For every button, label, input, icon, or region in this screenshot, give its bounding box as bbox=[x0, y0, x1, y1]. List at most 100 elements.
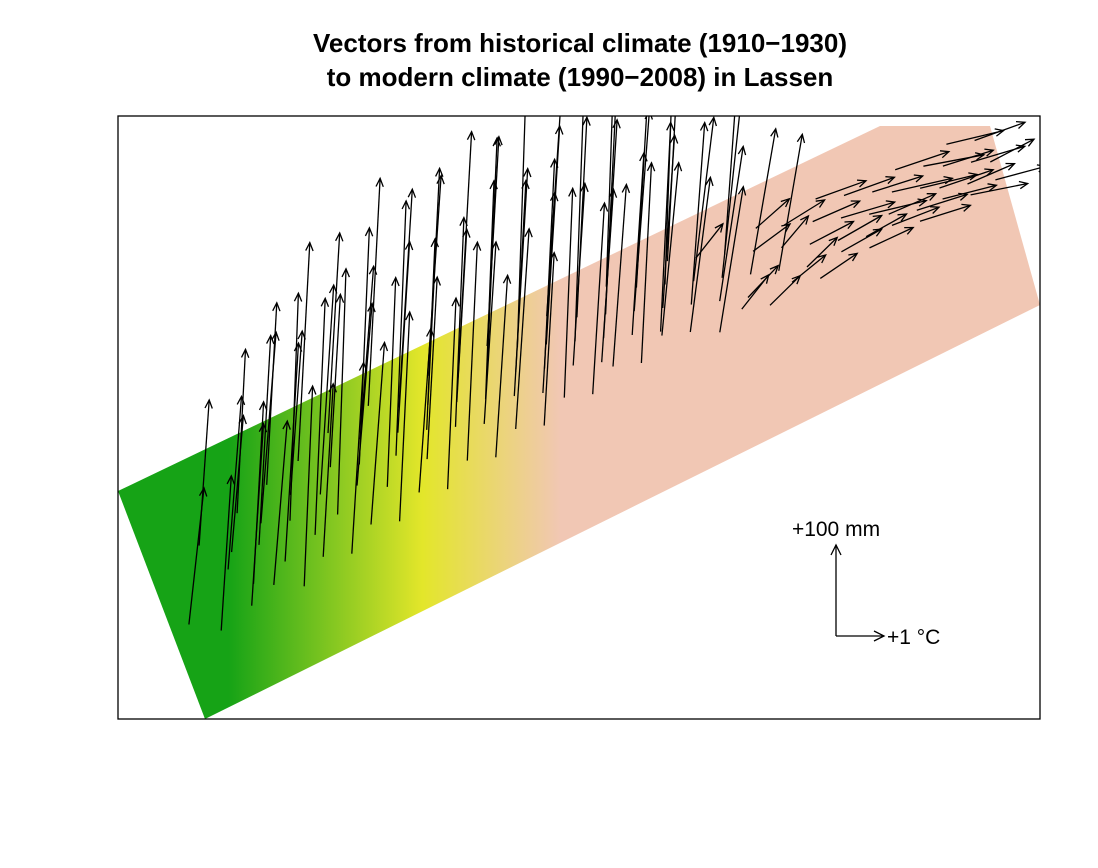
vector-arrow bbox=[635, 116, 648, 288]
vector-arrow bbox=[495, 273, 512, 458]
vector-arrowhead bbox=[984, 168, 995, 177]
vector-shaft bbox=[314, 298, 326, 535]
vector-arrow bbox=[664, 116, 672, 285]
vector-arrowhead bbox=[850, 200, 862, 209]
vector-arrowhead bbox=[917, 198, 928, 207]
vector-arrow bbox=[322, 382, 338, 557]
vector-arrow bbox=[841, 228, 884, 253]
vector-arrow bbox=[869, 198, 928, 215]
vector-arrow bbox=[546, 116, 561, 317]
vector-shaft bbox=[426, 277, 438, 460]
vector-arrowhead bbox=[435, 166, 444, 177]
vector-shaft bbox=[198, 399, 210, 546]
vector-arrow bbox=[574, 116, 584, 342]
vector-shaft bbox=[689, 177, 712, 333]
vector-shaft bbox=[812, 200, 860, 223]
vector-arrowhead bbox=[856, 179, 868, 188]
vector-arrowhead bbox=[737, 185, 747, 196]
vector-shaft bbox=[251, 423, 265, 606]
vector-arrow bbox=[604, 116, 616, 315]
vector-arrowhead bbox=[198, 486, 208, 497]
vector-shaft bbox=[329, 294, 342, 468]
vector-shaft bbox=[516, 116, 526, 348]
vector-arrowhead bbox=[320, 296, 330, 307]
scale-legend: +100 mm +1 °C bbox=[792, 518, 940, 649]
vector-shaft bbox=[869, 199, 927, 215]
vector-shaft bbox=[303, 386, 314, 587]
vector-arrow bbox=[755, 197, 791, 229]
vector-arrow bbox=[266, 301, 281, 485]
vector-arrowhead bbox=[621, 182, 631, 194]
vector-arrowhead bbox=[568, 186, 577, 197]
vector-arrow bbox=[692, 116, 718, 282]
vector-arrowhead bbox=[885, 200, 897, 209]
vector-arrowhead bbox=[492, 136, 502, 147]
vector-arrow bbox=[919, 203, 972, 222]
vector-arrow bbox=[974, 120, 1027, 142]
vector-shaft bbox=[227, 396, 243, 570]
vector-arrow bbox=[592, 201, 609, 395]
vector-arrowhead bbox=[466, 130, 476, 141]
vector-arrowhead bbox=[401, 199, 411, 210]
vector-arrowhead bbox=[523, 167, 532, 178]
vector-arrowhead bbox=[580, 181, 589, 193]
vector-arrowhead bbox=[391, 276, 400, 287]
vector-shaft bbox=[781, 215, 809, 249]
vector-arrowhead bbox=[987, 183, 998, 192]
vector-arrow bbox=[314, 296, 330, 535]
vector-shaft bbox=[919, 204, 971, 222]
vector-arrowhead bbox=[737, 144, 747, 156]
vector-shaft bbox=[319, 285, 335, 495]
vector-arrow bbox=[806, 236, 839, 268]
vector-shaft bbox=[546, 116, 561, 317]
vector-arrowhead bbox=[1015, 144, 1027, 153]
vector-arrow bbox=[783, 199, 826, 226]
vector-arrowhead bbox=[308, 384, 317, 395]
vector-arrow bbox=[605, 41, 618, 287]
vector-arrow bbox=[576, 116, 591, 318]
vector-arrowhead bbox=[226, 474, 236, 485]
vector-arrowhead bbox=[611, 41, 618, 49]
vector-arrowhead bbox=[364, 226, 374, 237]
vector-arrow bbox=[515, 227, 533, 430]
vector-arrowhead bbox=[599, 201, 609, 212]
vector-arrow bbox=[719, 185, 747, 333]
vector-shaft bbox=[752, 223, 791, 252]
vector-shaft bbox=[939, 169, 994, 189]
vector-arrow bbox=[395, 199, 411, 456]
vector-shaft bbox=[266, 302, 278, 485]
vector-arrowhead bbox=[258, 422, 268, 433]
vector-arrow bbox=[815, 179, 868, 200]
vector-shaft bbox=[791, 254, 827, 283]
vector-arrowhead bbox=[1005, 162, 1016, 171]
vector-arrow bbox=[741, 273, 770, 310]
vector-shaft bbox=[916, 193, 968, 211]
vector-shaft bbox=[942, 184, 997, 200]
vector-arrow bbox=[812, 200, 862, 223]
vector-arrow bbox=[843, 176, 896, 197]
vector-arrowhead bbox=[502, 273, 512, 284]
vector-arrowhead bbox=[1024, 138, 1036, 147]
vector-shaft bbox=[486, 136, 500, 347]
vector-arrow bbox=[752, 223, 792, 252]
vector-arrowhead bbox=[335, 292, 345, 303]
vector-shaft bbox=[359, 266, 375, 440]
vector-arrow bbox=[942, 183, 998, 200]
vector-shaft bbox=[418, 328, 432, 493]
vector-arrow bbox=[723, 116, 736, 255]
climate-surface bbox=[118, 126, 1040, 719]
vector-shaft bbox=[515, 228, 530, 430]
vector-shaft bbox=[398, 189, 413, 408]
vector-shaft bbox=[336, 268, 347, 515]
vector-arrowhead bbox=[405, 310, 414, 321]
vector-arrow bbox=[894, 150, 951, 171]
vector-shaft bbox=[297, 242, 311, 462]
vector-shaft bbox=[723, 116, 736, 255]
vector-arrowhead bbox=[673, 161, 683, 172]
vector-arrowhead bbox=[494, 135, 503, 146]
vector-shaft bbox=[755, 198, 790, 229]
vector-arrow bbox=[865, 213, 908, 238]
vector-shaft bbox=[386, 277, 397, 487]
vector-arrowhead bbox=[770, 127, 779, 138]
